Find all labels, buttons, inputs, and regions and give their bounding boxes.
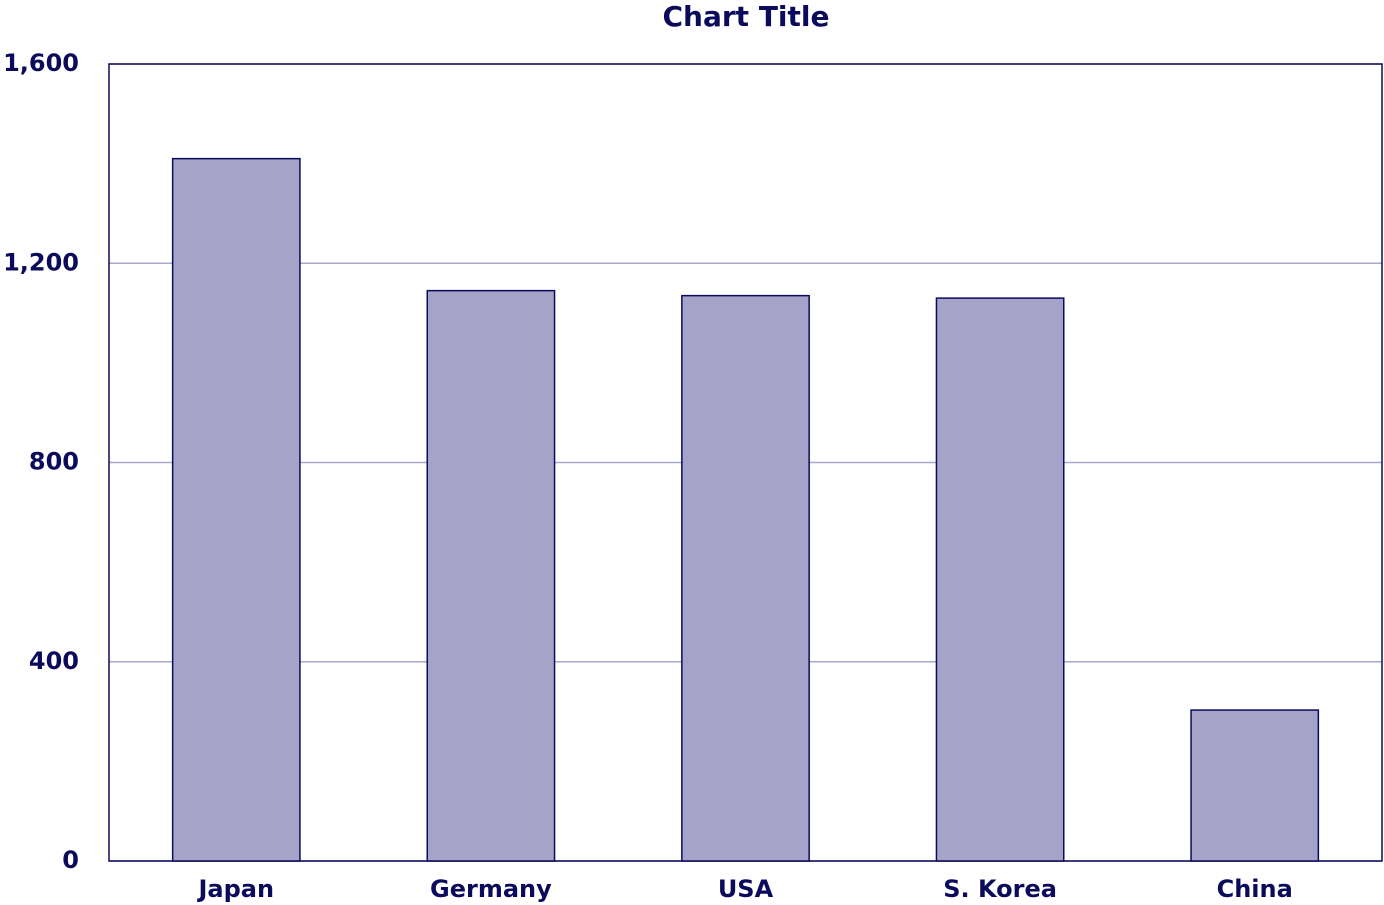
bar bbox=[1190, 709, 1320, 862]
y-tick-label: 1,600 bbox=[3, 49, 79, 77]
y-tick-label: 0 bbox=[62, 846, 79, 874]
bar bbox=[935, 297, 1065, 862]
y-tick-label: 1,200 bbox=[3, 248, 79, 276]
x-tick-label: S. Korea bbox=[943, 875, 1057, 903]
x-tick-label: China bbox=[1217, 875, 1293, 903]
y-tick-label: 400 bbox=[29, 647, 79, 675]
y-tick-label: 800 bbox=[29, 448, 79, 476]
x-tick-label: USA bbox=[718, 875, 774, 903]
x-tick-label: Japan bbox=[197, 875, 275, 903]
x-tick-label: Germany bbox=[430, 875, 552, 903]
bar bbox=[681, 294, 810, 862]
bar bbox=[171, 157, 301, 862]
bar bbox=[426, 289, 556, 862]
chart-title: Chart Title bbox=[663, 0, 830, 33]
